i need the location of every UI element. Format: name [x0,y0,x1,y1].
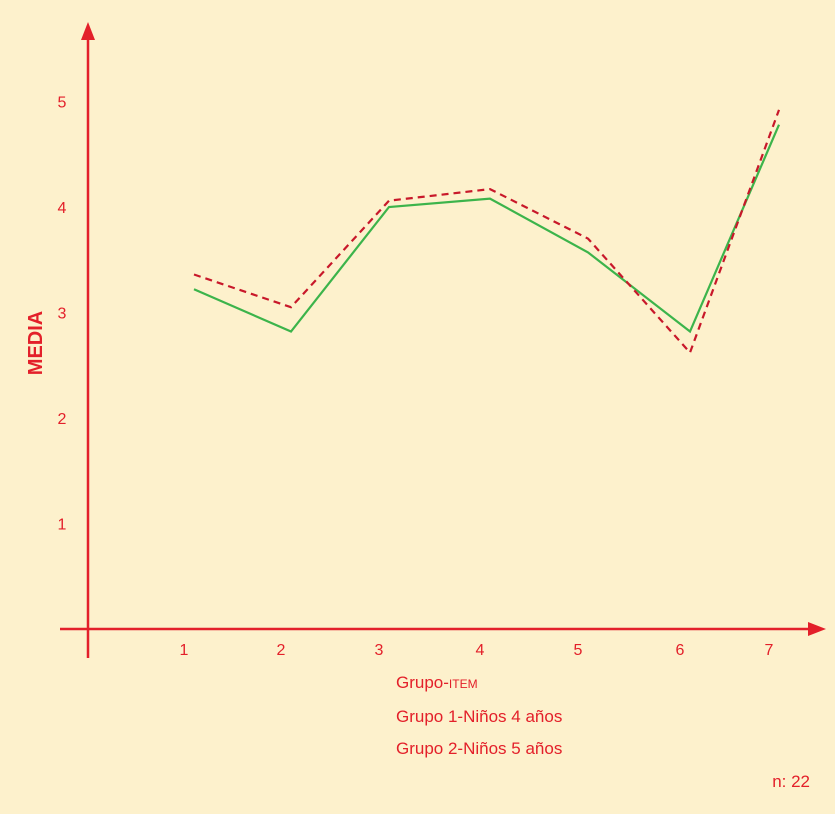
y-tick-label: 2 [58,411,67,428]
x-axis-arrow-icon [808,622,826,636]
x-axis-title: Grupo-ITEM [396,673,478,692]
x-axis-title-smallcaps: ITEM [449,677,478,691]
series-line-1 [193,124,781,334]
y-tick-labels: 1 2 3 4 5 [58,95,67,534]
y-axis-title: MEDIA [25,311,47,375]
x-tick-label: 5 [574,642,583,659]
sample-size-note: n: 22 [772,772,810,791]
y-tick-label: 1 [58,517,67,534]
series-layer [193,109,781,355]
x-tick-labels: 1 2 3 4 5 6 7 [180,642,774,659]
legend-series-1: Grupo 1-Niños 4 años [396,707,562,726]
x-tick-label: 7 [765,642,774,659]
legend-series-2: Grupo 2-Niños 5 años [396,739,562,758]
x-tick-label: 1 [180,642,189,659]
x-tick-label: 3 [375,642,384,659]
series-line-2 [193,109,781,355]
y-tick-label: 5 [58,95,67,112]
y-tick-label: 4 [58,200,67,217]
x-tick-label: 6 [676,642,685,659]
x-tick-label: 2 [277,642,286,659]
x-tick-label: 4 [476,642,485,659]
y-axis-arrow-icon [81,22,95,40]
y-tick-label: 3 [58,306,67,323]
x-axis-title-text: Grupo- [396,673,449,692]
